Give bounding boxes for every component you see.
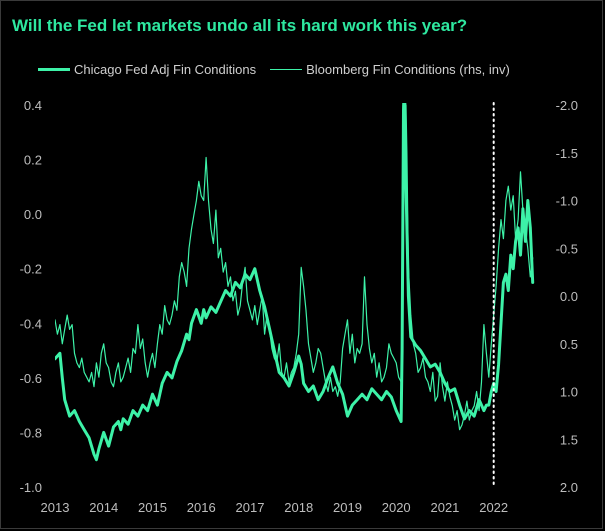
legend-swatch-bloomberg <box>270 68 303 70</box>
y-left-tick-label: -0.8 <box>20 425 42 440</box>
chart-title: Will the Fed let markets undo all its ha… <box>12 16 468 35</box>
y-left-tick-label: -0.2 <box>20 262 42 277</box>
x-tick-label: 2014 <box>89 500 118 515</box>
x-tick-label: 2017 <box>236 500 265 515</box>
x-tick-label: 2021 <box>430 500 459 515</box>
legend-swatch-chicago <box>38 67 70 71</box>
legend-label-bloomberg: Bloomberg Fin Conditions (rhs, inv) <box>306 61 510 77</box>
y-right-tick-label: -1.5 <box>556 146 578 161</box>
y-left-tick-label: 0.2 <box>24 153 42 168</box>
x-tick-label: 2020 <box>382 500 411 515</box>
y-right-tick-label: -1.0 <box>556 194 578 209</box>
x-tick-label: 2016 <box>187 500 216 515</box>
legend-item-bloomberg: Bloomberg Fin Conditions (rhs, inv) <box>270 62 510 77</box>
x-tick-label: 2013 <box>41 500 70 515</box>
y-right-tick-label: 2.0 <box>560 480 578 495</box>
y-left-tick-label: 0.4 <box>24 98 42 113</box>
legend-label-chicago: Chicago Fed Adj Fin Conditions <box>74 61 257 77</box>
y-right-tick-label: 1.5 <box>560 432 578 447</box>
series-line-chicago <box>55 103 535 462</box>
y-right-tick-label: 0.5 <box>560 337 578 352</box>
x-tick-label: 2019 <box>333 500 362 515</box>
y-right-tick-label: 1.0 <box>560 385 578 400</box>
y-right-tick-label: -2.0 <box>556 98 578 113</box>
x-tick-label: 2015 <box>138 500 167 515</box>
x-tick-label: 2022 <box>479 500 508 515</box>
series-line-bloomberg <box>55 104 534 431</box>
y-left-tick-label: -1.0 <box>20 480 42 495</box>
y-left-tick-label: -0.6 <box>20 371 42 386</box>
legend-item-chicago: Chicago Fed Adj Fin Conditions <box>38 62 256 77</box>
legend: Chicago Fed Adj Fin Conditions Bloomberg… <box>38 60 524 78</box>
y-right-tick-label: 0.0 <box>560 289 578 304</box>
x-tick-label: 2018 <box>284 500 313 515</box>
y-right-tick-label: -0.5 <box>556 241 578 256</box>
y-left-tick-label: 0.0 <box>24 207 42 222</box>
y-left-tick-label: -0.4 <box>20 316 42 331</box>
